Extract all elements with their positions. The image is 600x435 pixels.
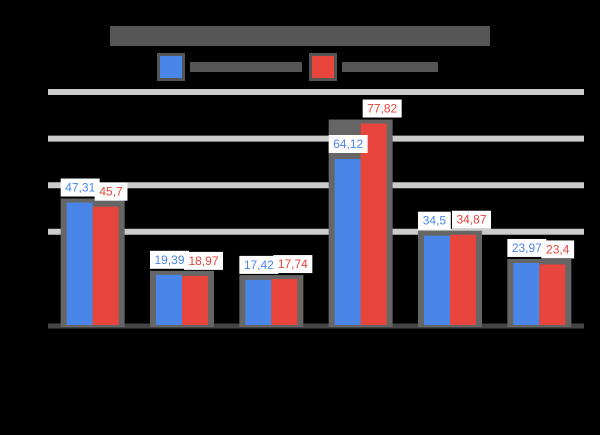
bar-series-2-cat-1 bbox=[182, 275, 208, 325]
data-label-bg-s1-c1 bbox=[150, 250, 189, 269]
data-label-s2-c5: 23,4 bbox=[546, 242, 570, 256]
bars bbox=[60, 119, 572, 327]
bar-series-1-cat-1 bbox=[156, 274, 182, 325]
bar-series-1-cat-0 bbox=[66, 202, 93, 325]
data-label-s1-c1: 19,39 bbox=[154, 253, 184, 267]
data-label-bg-s2-c4 bbox=[452, 210, 491, 229]
legend-swatch-series-2 bbox=[309, 53, 337, 81]
data-label-s2-c4: 34,87 bbox=[456, 213, 486, 227]
bar-series-2-cat-4 bbox=[450, 234, 476, 325]
data-label-bg-s2-c3 bbox=[362, 99, 402, 118]
data-label-bg-s2-c2 bbox=[273, 255, 313, 274]
data-label-bg-s2-c0 bbox=[94, 182, 128, 201]
legend-label-series-2 bbox=[342, 62, 438, 72]
data-label-s1-c2: 17,42 bbox=[244, 258, 274, 272]
data-label-bg-s2-c5 bbox=[541, 240, 575, 259]
data-label-s1-c0: 47,31 bbox=[65, 181, 95, 195]
data-label-s1-c3: 64,12 bbox=[333, 137, 363, 151]
bar-series-2-cat-3 bbox=[360, 123, 387, 325]
data-label-s2-c1: 18,97 bbox=[188, 254, 218, 268]
chart-title-block bbox=[110, 26, 490, 46]
bar-series-1-cat-3 bbox=[334, 159, 361, 325]
data-label-s1-c4: 34,5 bbox=[423, 214, 447, 228]
data-label-bg-s2-c1 bbox=[184, 251, 223, 270]
data-label-bg-s1-c3 bbox=[328, 135, 368, 154]
bar-series-2-cat-2 bbox=[271, 279, 298, 325]
data-label-bg-s1-c2 bbox=[239, 255, 279, 274]
data-label-s2-c3: 77,82 bbox=[367, 102, 397, 116]
bar-series-1-cat-4 bbox=[424, 235, 450, 325]
bar-series-1-cat-5 bbox=[513, 262, 540, 325]
bar-series-2-cat-5 bbox=[539, 264, 566, 325]
bar-series-1-cat-2 bbox=[245, 279, 272, 325]
data-label-bg-s1-c0 bbox=[60, 178, 100, 197]
data-label-bg-s1-c4 bbox=[418, 211, 451, 230]
bar-series-2-cat-0 bbox=[92, 206, 119, 325]
legend-label-series-1 bbox=[190, 62, 302, 72]
data-label-s2-c2: 17,74 bbox=[278, 257, 308, 271]
gridlines bbox=[48, 89, 584, 329]
data-labels: 47,31 45,7 19,39 18,97 17,42 17,74 64,12 77,82 3… bbox=[60, 99, 575, 274]
data-label-s1-c5: 23,97 bbox=[512, 241, 542, 255]
data-label-s2-c0: 45,7 bbox=[99, 185, 123, 199]
data-label-bg-s1-c5 bbox=[507, 238, 547, 257]
legend-swatch-series-1 bbox=[157, 53, 185, 81]
